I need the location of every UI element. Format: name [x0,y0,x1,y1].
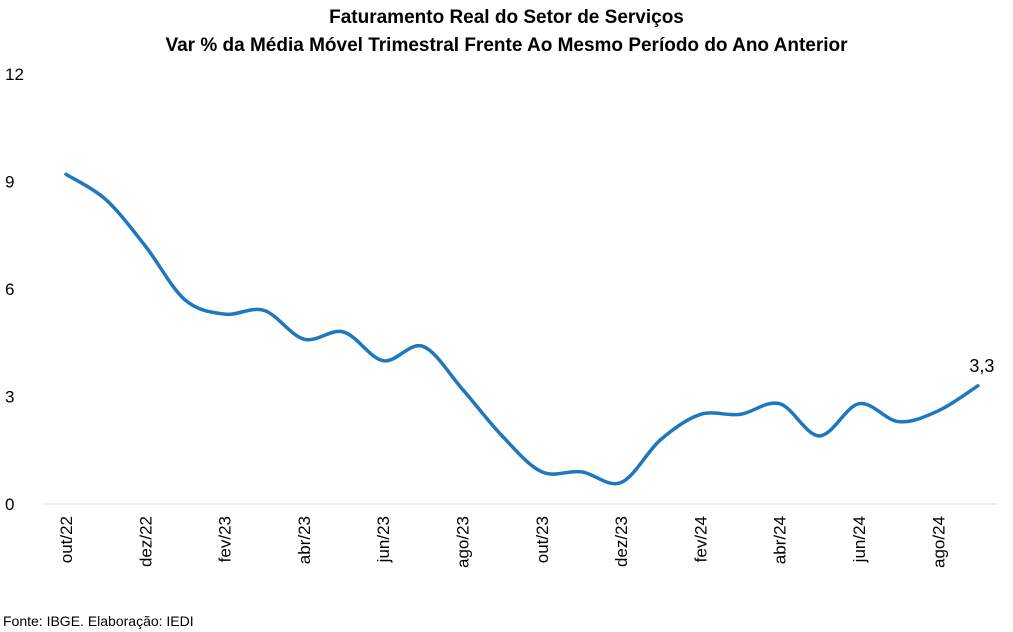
x-tick-label: out/23 [533,516,552,563]
source-note: Fonte: IBGE. Elaboração: IEDI [3,613,194,629]
y-tick-label: 9 [5,173,14,192]
x-axis: out/22 dez/22 fev/23 abr/23 jun/23 ago/23 out/… [57,516,948,568]
x-tick-label: ago/23 [454,516,473,568]
y-tick-label: 6 [5,280,14,299]
x-tick-label: dez/22 [136,516,155,567]
y-tick-label: 3 [5,388,14,407]
x-tick-label: jun/24 [850,516,869,563]
x-tick-label: fev/24 [691,516,710,562]
x-tick-label: jun/23 [374,516,393,563]
x-tick-label: abr/24 [771,516,790,564]
data-label-last: 3,3 [969,356,994,376]
y-axis: 0 3 6 9 12 [5,65,24,514]
y-tick-label: 12 [5,65,24,84]
y-tick-label: 0 [5,495,14,514]
x-tick-label: abr/23 [295,516,314,564]
x-tick-label: ago/24 [929,516,948,568]
x-tick-label: fev/23 [216,516,235,562]
chart-subtitle: Var % da Média Móvel Trimestral Frente A… [165,35,848,56]
x-tick-label: dez/23 [612,516,631,567]
x-tick-label: out/22 [57,516,76,563]
chart-title: Faturamento Real do Setor de Serviços [329,7,684,28]
series-line [64,172,980,486]
